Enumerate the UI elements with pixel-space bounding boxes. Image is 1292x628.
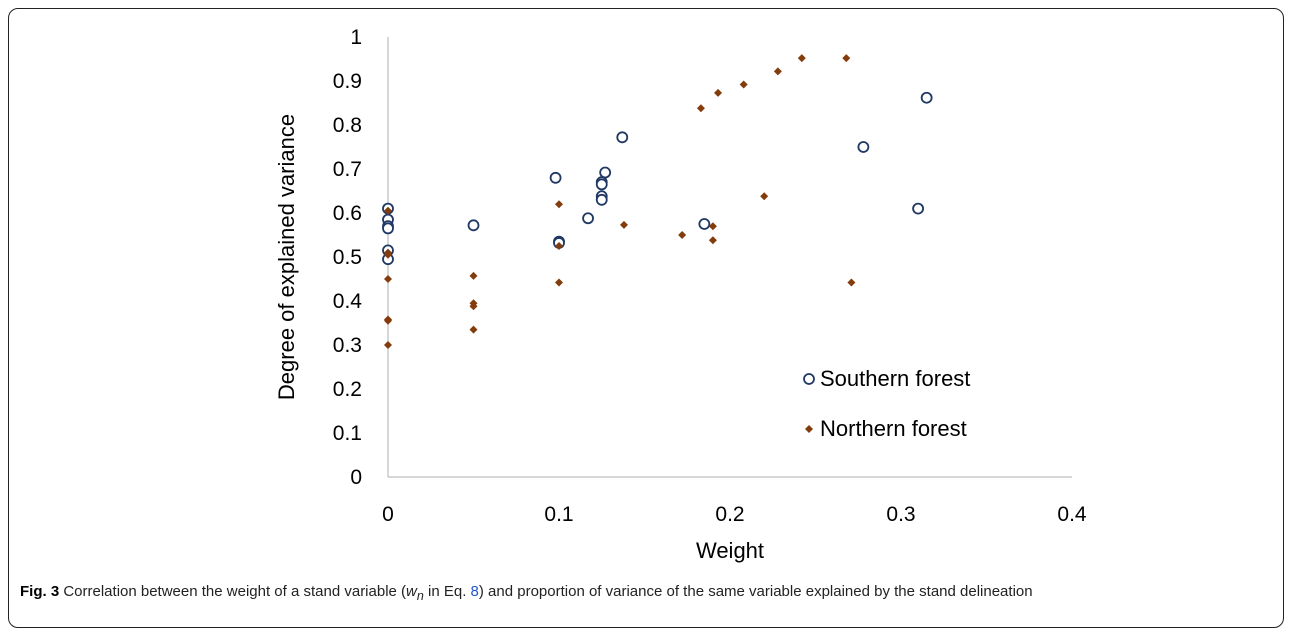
caption-text-2: in Eq. xyxy=(423,583,471,600)
x-tick-label: 0.3 xyxy=(886,503,915,526)
northern-forest-point xyxy=(773,67,782,76)
legend-label: Northern forest xyxy=(820,416,967,441)
x-tick-label: 0.4 xyxy=(1057,503,1087,526)
southern-forest-point xyxy=(599,166,612,179)
y-tick-label: 0.1 xyxy=(333,422,362,445)
caption-figure-label: Fig. 3 xyxy=(20,583,60,600)
southern-forest-point xyxy=(616,131,629,144)
southern-forest-point xyxy=(912,202,924,215)
y-tick-label: 0.2 xyxy=(333,378,362,401)
northern-forest-point xyxy=(739,80,748,89)
x-tick-label: 0.2 xyxy=(715,503,744,526)
northern-forest-point xyxy=(384,275,392,283)
southern-forest-point xyxy=(549,171,562,184)
southern-forest-point xyxy=(920,91,933,104)
northern-forest-point xyxy=(696,104,705,113)
southern-forest-point xyxy=(467,219,480,232)
northern-forest-point xyxy=(555,200,563,209)
northern-forest-point xyxy=(708,222,717,231)
southern-forest-point xyxy=(857,141,870,153)
figure-panel xyxy=(8,8,1284,628)
northern-forest-point xyxy=(384,341,392,349)
series-northern-forest xyxy=(384,54,856,349)
data-points xyxy=(382,54,933,349)
y-tick-label: 0 xyxy=(350,466,362,489)
legend-marker xyxy=(805,425,813,433)
legend-marker xyxy=(803,373,815,385)
y-tick-label: 0.6 xyxy=(333,202,362,225)
northern-forest-point xyxy=(384,316,392,325)
northern-forest-point xyxy=(714,88,723,97)
y-tick-label: 0.8 xyxy=(333,114,362,137)
x-tick-label: 0.1 xyxy=(544,503,573,526)
southern-forest-point xyxy=(382,222,394,235)
y-tick-label: 0.7 xyxy=(333,158,362,181)
legend-label: Southern forest xyxy=(820,366,970,391)
x-tick-label: 0 xyxy=(382,503,394,526)
northern-forest-point xyxy=(555,242,563,250)
y-tick-label: 0.9 xyxy=(333,70,362,93)
northern-forest-point xyxy=(619,220,628,229)
y-axis: 0 0.1 0.2 0.3 0.4 0.5 0.6 0.7 0.8 0.9 1 xyxy=(333,26,363,489)
y-tick-label: 0.4 xyxy=(333,290,363,313)
southern-forest-point xyxy=(595,193,608,206)
northern-forest-point xyxy=(760,192,769,201)
northern-forest-point xyxy=(842,54,851,63)
scatter-chart: 0 0.1 0.2 0.3 0.4 00.10.20.30.40.50.60.70.80… xyxy=(274,26,1087,563)
northern-forest-point xyxy=(384,250,392,259)
northern-forest-point xyxy=(797,54,806,63)
northern-forest-point xyxy=(384,206,392,215)
figure-caption: Fig. 3 Correlation between the weight of… xyxy=(20,583,1280,603)
southern-forest-point xyxy=(595,178,608,191)
northern-forest-point xyxy=(469,271,478,280)
caption-equation-link[interactable]: 8 xyxy=(470,583,479,600)
x-axis: 0 0.1 0.2 0.3 0.4 xyxy=(382,503,1087,526)
caption-symbol: w xyxy=(406,583,417,600)
northern-forest-point xyxy=(469,325,478,334)
x-axis-title: Weight xyxy=(696,538,764,563)
caption-text-1: Correlation between the weight of a stan… xyxy=(59,583,407,600)
legend: Southern forest Northern forest xyxy=(803,366,970,441)
y-axis-title: Degree of explained variance xyxy=(274,114,299,400)
y-tick-label: 0.3 xyxy=(333,334,362,357)
y-tick-label: 1 xyxy=(350,26,362,49)
northern-forest-point xyxy=(555,278,563,287)
plot-area xyxy=(387,37,1072,478)
northern-forest-point xyxy=(678,231,687,239)
legend-item: Northern forest xyxy=(805,416,967,441)
northern-forest-point xyxy=(708,236,717,245)
northern-forest-point xyxy=(469,302,478,311)
caption-symbol-subscript: n xyxy=(416,589,424,603)
northern-forest-point xyxy=(847,278,856,287)
southern-forest-point xyxy=(698,218,711,230)
southern-forest-point xyxy=(582,212,594,225)
y-tick-label: 0.5 xyxy=(333,246,362,269)
series-southern-forest xyxy=(382,91,933,266)
legend-item: Southern forest xyxy=(803,366,970,391)
caption-text-3: ) and proportion of variance of the same… xyxy=(478,583,1033,600)
